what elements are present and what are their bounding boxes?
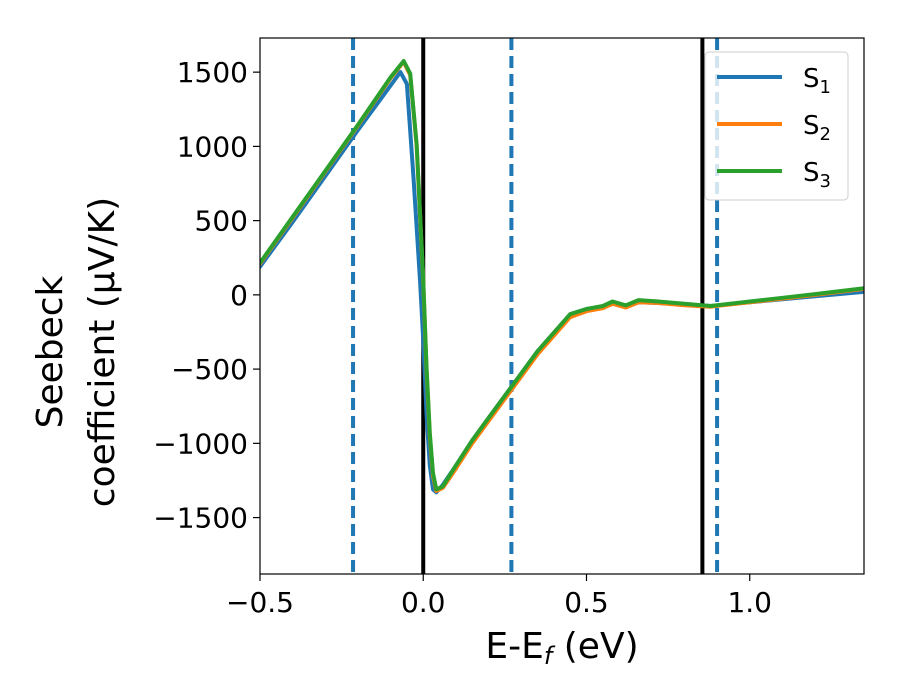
y-tick-label: 1000 (177, 130, 248, 163)
legend-item-s2: S2 (717, 111, 831, 145)
series-line-s3 (260, 59, 864, 492)
y-tick-label: 1500 (177, 56, 248, 89)
y-tick-label: −1500 (153, 502, 248, 535)
legend-label-s1: S1 (803, 64, 831, 98)
series-lines (260, 59, 864, 495)
y-axis-label: Seebeck coefficient (μV/K) (30, 197, 123, 507)
x-tick-label: 0.5 (564, 586, 609, 619)
x-axis-label: E-Ef (eV) (485, 626, 638, 670)
x-tick-label: 1.0 (727, 586, 772, 619)
y-axis-label-line1: Seebeck (30, 275, 71, 428)
x-axis-ticks: −0.5 0.0 0.5 1.0 (226, 574, 772, 619)
legend-item-s1: S1 (717, 64, 831, 98)
x-tick-label: −0.5 (226, 586, 294, 619)
y-axis-label-line2: coefficient (μV/K) (82, 197, 123, 507)
legend-label-s2: S2 (803, 111, 831, 145)
y-tick-label: −500 (171, 353, 248, 386)
y-tick-label: 500 (195, 205, 248, 238)
legend-label-s3: S3 (803, 158, 831, 192)
y-axis-ticks: 1500 1000 500 0 −500 −1000 −1500 (153, 56, 260, 535)
plot-frame (259, 37, 865, 575)
legend: S1 S2 S3 (704, 51, 849, 201)
legend-item-s3: S3 (717, 158, 831, 192)
y-tick-label: −1000 (153, 427, 248, 460)
x-tick-label: 0.0 (401, 586, 446, 619)
y-tick-label: 0 (230, 279, 248, 312)
